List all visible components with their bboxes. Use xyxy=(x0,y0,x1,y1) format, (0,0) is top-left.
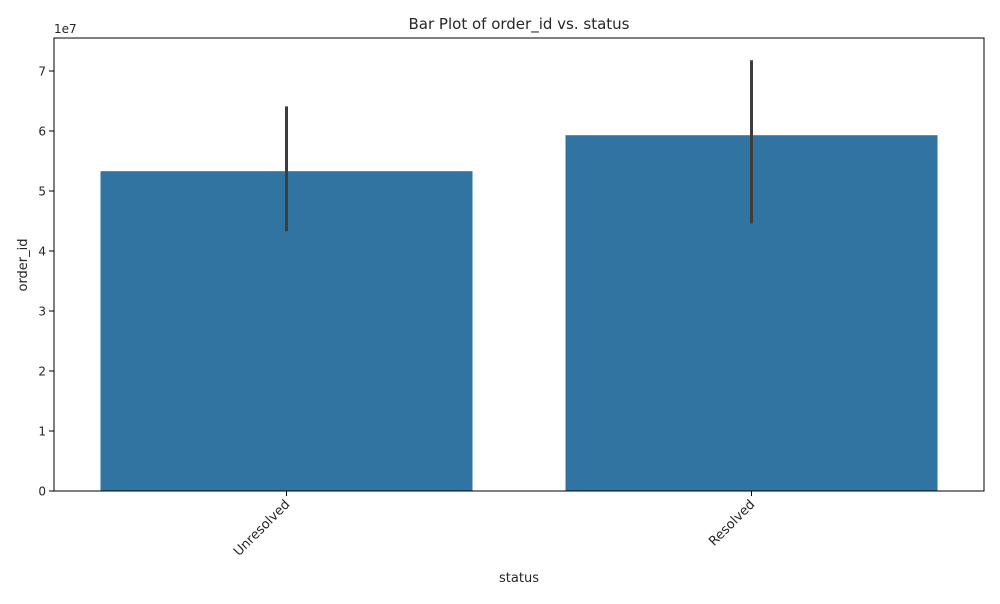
y-tick-label: 4 xyxy=(38,245,46,259)
y-axis-label: order_id xyxy=(16,238,31,291)
y-axis-offset-label: 1e7 xyxy=(54,22,77,36)
y-tick-label: 2 xyxy=(38,365,46,379)
chart-title: Bar Plot of order_id vs. status xyxy=(409,15,630,34)
x-tick-label: Resolved xyxy=(706,497,758,549)
y-tick-label: 6 xyxy=(38,125,46,139)
axes-layer xyxy=(53,37,985,492)
y-ticks-layer: 0 1 2 3 4 5 6 7 xyxy=(38,65,54,499)
bars-layer xyxy=(100,135,938,491)
y-tick-label: 3 xyxy=(38,305,46,319)
plot-frame xyxy=(53,37,985,492)
x-ticks-layer: Unresolved Resolved xyxy=(231,491,758,560)
x-axis-label: status xyxy=(499,571,539,586)
y-tick-label: 5 xyxy=(38,185,46,199)
x-tick-label: Unresolved xyxy=(231,497,293,559)
y-tick-label: 1 xyxy=(38,425,46,439)
error-bars-layer xyxy=(285,60,753,232)
y-tick-label: 0 xyxy=(38,485,46,499)
y-tick-label: 7 xyxy=(38,65,46,79)
